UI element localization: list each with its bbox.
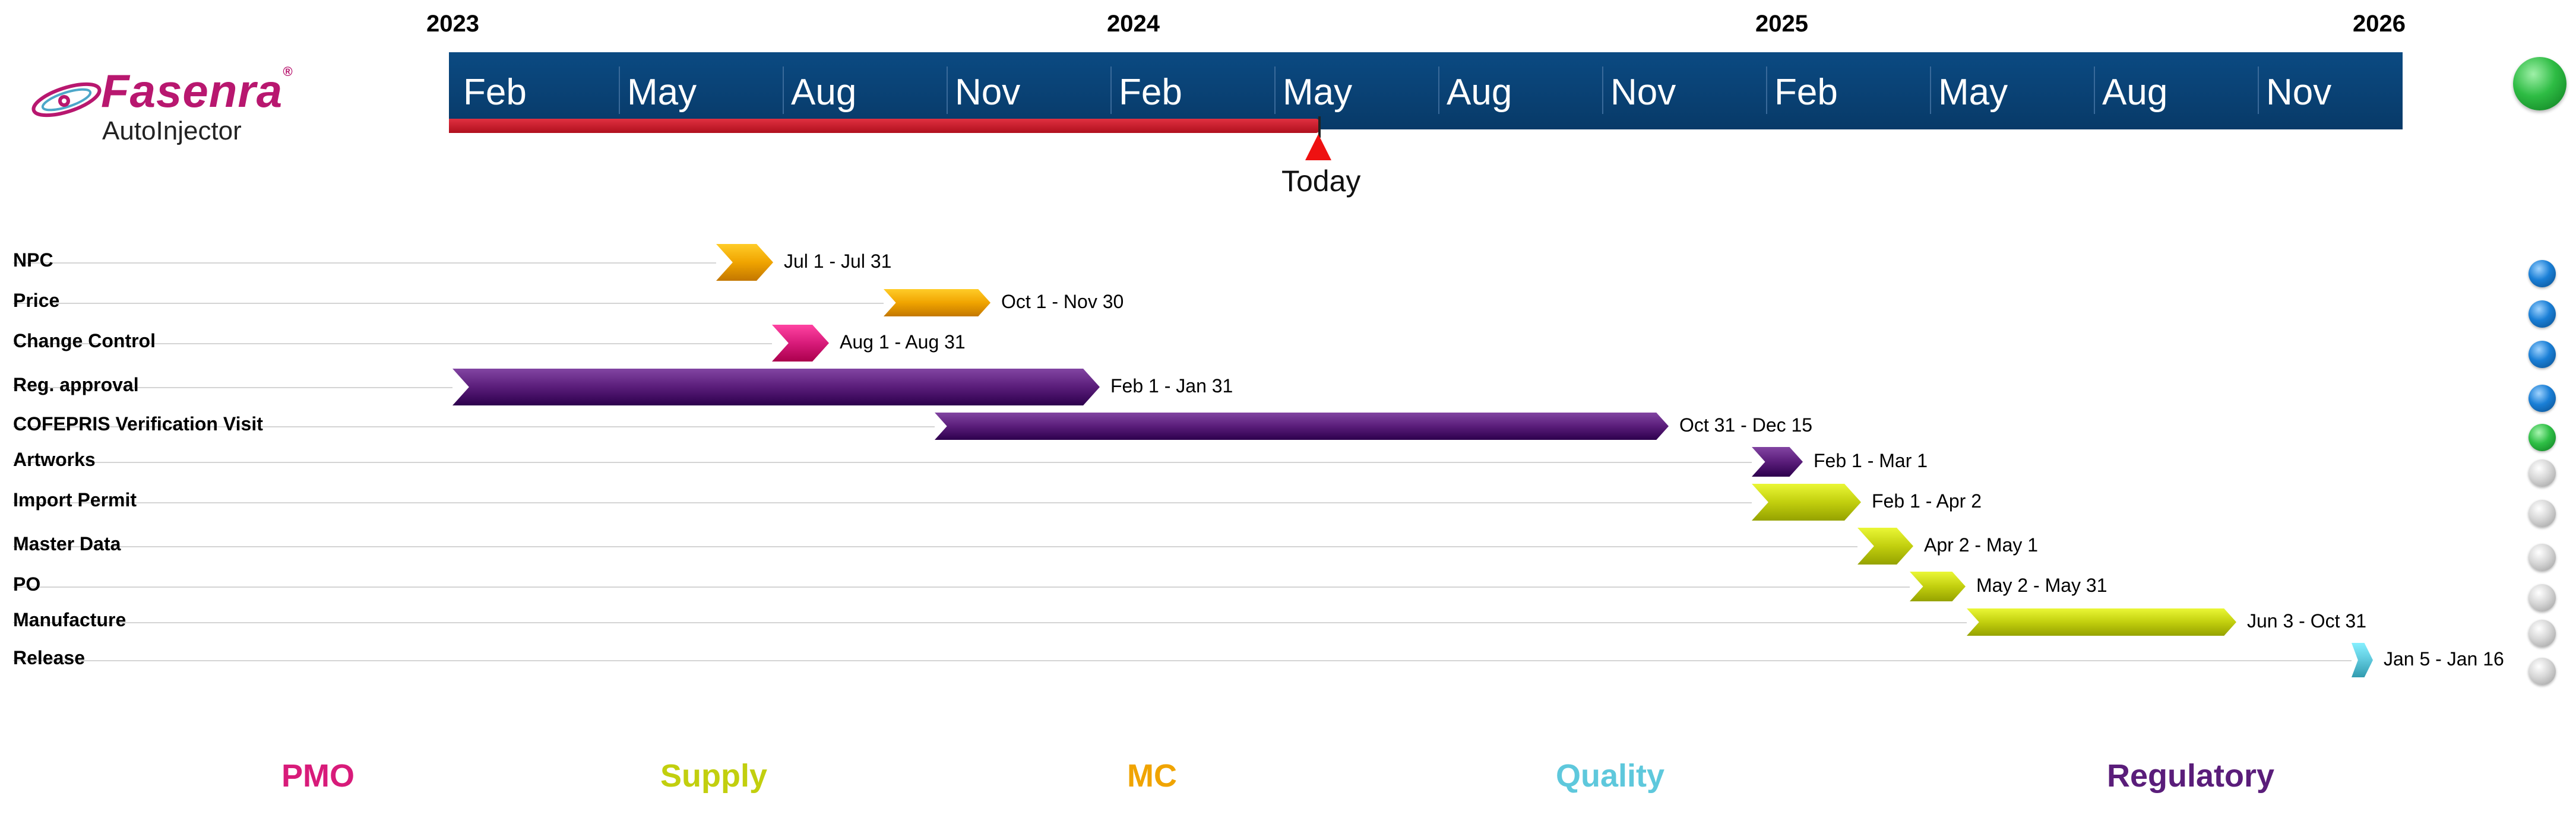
month-separator — [1602, 66, 1603, 114]
month-separator — [2258, 66, 2259, 114]
task-label: PO — [13, 573, 41, 595]
month-label: Aug — [1447, 72, 1512, 113]
today-line — [1318, 116, 1321, 138]
year-label: 2023 — [426, 11, 479, 37]
task-bar-supply[interactable] — [1752, 484, 1861, 521]
status-dot-grey — [2528, 544, 2556, 571]
task-dates: Feb 1 - Mar 1 — [1814, 450, 1928, 471]
row-gridline — [13, 586, 1910, 588]
month-separator — [2094, 66, 2095, 114]
status-dot-blue — [2528, 385, 2556, 412]
task-dates: Jan 5 - Jan 16 — [2384, 648, 2504, 670]
month-label: May — [1283, 72, 1353, 113]
row-gridline — [13, 546, 1857, 547]
brand-logo — [30, 64, 291, 153]
month-label: Nov — [2266, 72, 2332, 113]
task-bar-regulatory[interactable] — [1752, 447, 1803, 477]
task-bar-regulatory[interactable] — [452, 369, 1100, 405]
status-dot-grey — [2528, 620, 2556, 647]
legend-pmo: PMO — [281, 758, 355, 794]
task-label: COFEPRIS Verification Visit — [13, 413, 263, 435]
task-label: Master Data — [13, 533, 121, 554]
month-label: Feb — [463, 72, 527, 113]
task-bar-mc[interactable] — [884, 289, 990, 316]
status-dot-grey — [2528, 584, 2556, 611]
task-dates: Jun 3 - Oct 31 — [2247, 610, 2366, 632]
overall-status-indicator — [2513, 57, 2566, 110]
month-label: May — [627, 72, 697, 113]
progress-bar — [449, 119, 1319, 133]
year-label: 2026 — [2353, 11, 2406, 37]
month-label: Aug — [2102, 72, 2168, 113]
task-bar-supply[interactable] — [1857, 528, 1913, 565]
row-gridline — [13, 622, 1967, 623]
status-dot-blue — [2528, 341, 2556, 368]
row-gridline — [13, 426, 935, 427]
task-label: Artworks — [13, 449, 96, 470]
month-label: Feb — [1119, 72, 1182, 113]
row-gridline — [13, 303, 884, 304]
task-dates: May 2 - May 31 — [1976, 575, 2107, 596]
year-label: 2025 — [1755, 11, 1808, 37]
task-bar-mc[interactable] — [716, 244, 773, 281]
task-bar-quality[interactable] — [2352, 643, 2373, 677]
month-separator — [1438, 66, 1439, 114]
status-dot-blue — [2528, 260, 2556, 287]
task-dates: Oct 1 - Nov 30 — [1001, 291, 1124, 312]
task-dates: Feb 1 - Apr 2 — [1872, 490, 1982, 512]
row-gridline — [13, 387, 452, 388]
month-label: May — [1938, 72, 2008, 113]
status-dot-blue — [2528, 300, 2556, 328]
month-separator — [947, 66, 948, 114]
month-separator — [1766, 66, 1767, 114]
task-dates: Jul 1 - Jul 31 — [784, 251, 892, 272]
month-label: Aug — [791, 72, 857, 113]
today-marker-icon — [1305, 134, 1331, 160]
status-dot-grey — [2528, 459, 2556, 487]
task-dates: Aug 1 - Aug 31 — [840, 331, 966, 353]
row-gridline — [13, 660, 2352, 661]
status-dot-grey — [2528, 500, 2556, 527]
legend-regulatory: Regulatory — [2107, 758, 2275, 794]
timeline-bar — [449, 52, 2403, 129]
row-gridline — [13, 343, 772, 344]
row-gridline — [13, 502, 1752, 503]
task-label: Change Control — [13, 330, 156, 351]
task-bar-supply[interactable] — [1967, 608, 2236, 636]
task-bar-regulatory[interactable] — [935, 413, 1669, 440]
legend-mc: MC — [1127, 758, 1177, 794]
status-dot-green — [2528, 424, 2556, 451]
task-dates: Oct 31 - Dec 15 — [1679, 414, 1813, 436]
task-label: Manufacture — [13, 609, 126, 630]
brand-reg-mark: ® — [283, 64, 293, 79]
task-label: Import Permit — [13, 489, 137, 511]
task-bar-supply[interactable] — [1910, 572, 1966, 601]
task-dates: Apr 2 - May 1 — [1924, 534, 2039, 556]
month-label: Nov — [955, 72, 1021, 113]
month-label: Nov — [1610, 72, 1676, 113]
month-separator — [1274, 66, 1276, 114]
status-dot-grey — [2528, 658, 2556, 685]
month-separator — [1930, 66, 1931, 114]
task-bar-pmo[interactable] — [772, 325, 829, 362]
product-name: AutoInjector — [102, 116, 242, 145]
legend-quality: Quality — [1556, 758, 1665, 794]
task-label: Reg. approval — [13, 374, 139, 395]
task-dates: Feb 1 - Jan 31 — [1110, 375, 1233, 397]
month-separator — [619, 66, 620, 114]
today-label: Today — [1281, 164, 1361, 198]
task-label: Price — [13, 290, 60, 311]
brand-name-text: Fasenra — [101, 65, 283, 117]
year-label: 2024 — [1107, 11, 1160, 37]
task-label: NPC — [13, 249, 53, 271]
row-gridline — [13, 462, 1752, 463]
legend-supply: Supply — [660, 758, 768, 794]
month-separator — [1110, 66, 1112, 114]
brand-swirl-icon — [31, 82, 102, 118]
month-separator — [783, 66, 784, 114]
task-label: Release — [13, 647, 85, 668]
month-label: Feb — [1774, 72, 1838, 113]
row-gridline — [13, 262, 716, 264]
brand-name: Fasenra® — [101, 64, 293, 118]
